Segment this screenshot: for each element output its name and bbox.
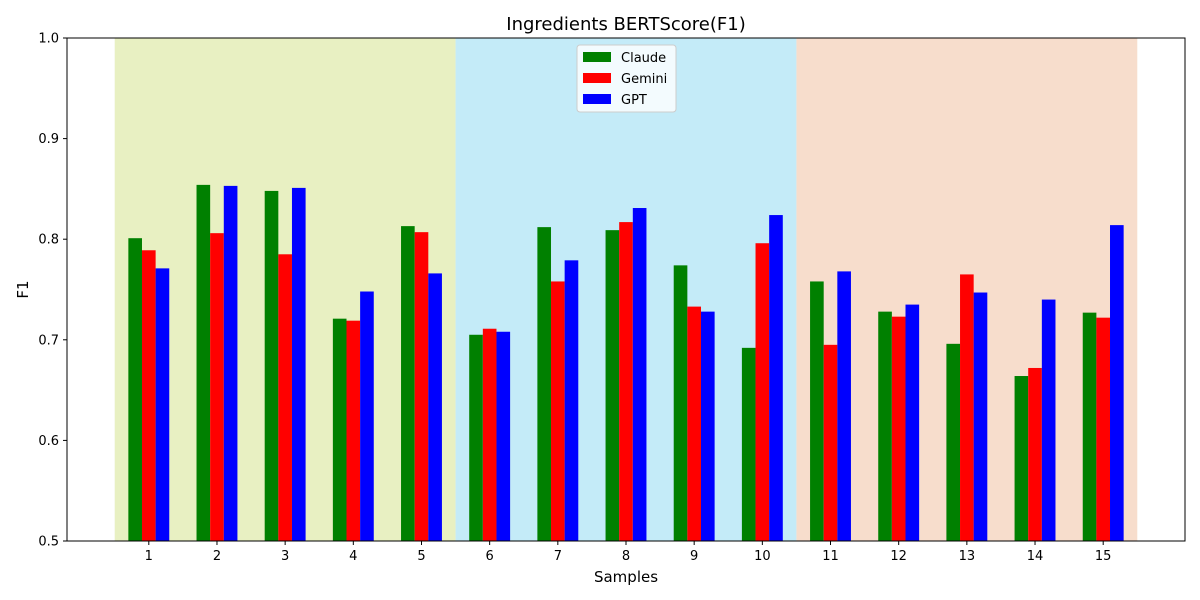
- x-tick-label: 11: [822, 549, 839, 564]
- x-tick-label: 5: [417, 549, 425, 564]
- x-tick-label: 8: [622, 549, 630, 564]
- y-tick-label: 1.0: [38, 32, 59, 47]
- bar-gemini-3: [278, 254, 292, 542]
- x-axis: 1 2 3 4 5 6 7 8 9 10 11 12 13 14 15: [145, 541, 1112, 564]
- y-tick-label: 0.5: [38, 535, 59, 550]
- bar-claude-8: [605, 230, 620, 541]
- x-tick-label: 3: [281, 549, 289, 564]
- bar-gemini-14: [1028, 367, 1042, 541]
- x-tick-label: 13: [959, 549, 976, 564]
- legend-swatch-claude: [583, 52, 611, 62]
- bar-gemini-7: [551, 281, 565, 541]
- x-tick-label: 15: [1095, 549, 1112, 564]
- x-tick-label: 10: [754, 549, 771, 564]
- chart-title: Ingredients BERTScore(F1): [506, 14, 745, 35]
- bar-claude-6: [469, 334, 483, 541]
- y-tick-label: 0.6: [38, 434, 59, 449]
- legend-label-claude: Claude: [621, 51, 666, 66]
- bar-claude-11: [810, 281, 824, 541]
- y-tick-label: 0.8: [38, 233, 59, 248]
- bar-gemini-10: [755, 243, 770, 541]
- bar-gpt-14: [1041, 299, 1056, 541]
- bar-gpt-1: [155, 268, 170, 541]
- x-tick-label: 14: [1027, 549, 1044, 564]
- bar-gemini-5: [414, 232, 429, 541]
- bar-claude-10: [741, 347, 756, 541]
- x-tick-label: 7: [554, 549, 562, 564]
- bar-gemini-9: [687, 306, 701, 541]
- bar-claude-12: [878, 311, 892, 541]
- bar-gpt-11: [837, 271, 851, 541]
- bar-gpt-9: [700, 311, 715, 541]
- bar-gpt-4: [360, 291, 374, 541]
- legend-label-gpt: GPT: [621, 93, 647, 108]
- bar-claude-1: [128, 238, 142, 541]
- bar-gpt-13: [973, 292, 988, 541]
- bar-gpt-15: [1110, 225, 1124, 541]
- bar-gemini-2: [210, 233, 224, 541]
- x-tick-label: 6: [486, 549, 494, 564]
- bar-gpt-6: [496, 331, 511, 541]
- y-axis: 0.5 0.6 0.7 0.8 0.9 1.0: [38, 32, 67, 550]
- legend-swatch-gpt: [583, 94, 611, 104]
- bar-gemini-1: [141, 250, 156, 542]
- bar-gemini-11: [823, 344, 838, 541]
- bar-gpt-8: [632, 208, 647, 541]
- legend: Claude Gemini GPT: [576, 44, 677, 113]
- bar-claude-13: [946, 343, 961, 541]
- bars: [128, 184, 1124, 542]
- legend-swatch-gemini: [583, 73, 611, 83]
- bar-claude-2: [196, 184, 211, 541]
- bar-gemini-15: [1096, 317, 1111, 541]
- legend-label-gemini: Gemini: [621, 72, 667, 87]
- bar-gemini-4: [346, 320, 361, 541]
- x-tick-label: 9: [690, 549, 698, 564]
- bar-gpt-10: [769, 215, 783, 541]
- bar-gemini-12: [891, 316, 906, 541]
- x-tick-label: 1: [145, 549, 153, 564]
- bar-claude-3: [264, 190, 279, 542]
- x-tick-label: 12: [890, 549, 907, 564]
- bar-gemini-8: [619, 222, 633, 541]
- bar-gemini-13: [960, 274, 974, 541]
- bar-claude-5: [401, 226, 415, 541]
- bar-claude-14: [1014, 376, 1029, 541]
- y-axis-label: F1: [14, 280, 32, 298]
- bar-claude-15: [1082, 312, 1097, 541]
- bar-claude-4: [332, 318, 347, 541]
- bar-gpt-2: [223, 185, 238, 541]
- x-tick-label: 2: [213, 549, 221, 564]
- x-axis-label: Samples: [594, 568, 658, 586]
- y-tick-label: 0.7: [38, 333, 59, 348]
- bar-claude-7: [537, 227, 552, 542]
- x-tick-label: 4: [349, 549, 357, 564]
- bar-gpt-3: [291, 187, 306, 542]
- bar-gpt-5: [428, 273, 442, 541]
- bar-claude-9: [673, 265, 688, 541]
- bar-gpt-7: [564, 260, 579, 541]
- y-tick-label: 0.9: [38, 132, 59, 147]
- bar-gemini-6: [482, 328, 497, 541]
- bar-gpt-12: [905, 304, 920, 541]
